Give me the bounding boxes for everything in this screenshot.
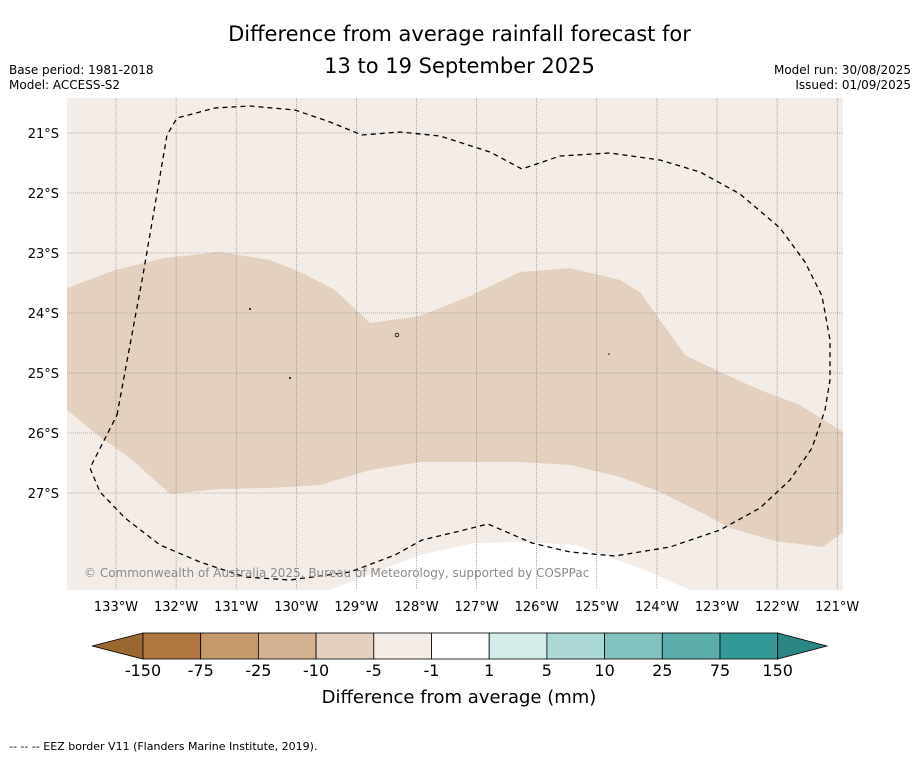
colorbar-swatch bbox=[373, 632, 432, 660]
colorbar bbox=[91, 632, 829, 660]
meta-left: Base period: 1981-2018 Model: ACCESS-S2 bbox=[9, 63, 154, 93]
grid-lines bbox=[67, 98, 843, 590]
longitude-label: 127°W bbox=[455, 600, 499, 615]
longitude-labels: 133°W 132°W 131°W 130°W 129°W 128°W 127°W 126°W… bbox=[94, 600, 860, 615]
copyright-text: © Commonwealth of Australia 2025, Bureau… bbox=[84, 566, 589, 580]
longitude-label: 131°W bbox=[214, 600, 258, 615]
colorbar-swatch bbox=[546, 632, 606, 660]
colorbar-swatch bbox=[315, 632, 375, 660]
longitude-label: 121°W bbox=[815, 600, 859, 615]
title-line-1: Difference from average rainfall forecas… bbox=[228, 22, 691, 46]
longitude-label: 123°W bbox=[695, 600, 739, 615]
island-marker bbox=[394, 332, 400, 338]
longitude-label: 124°W bbox=[635, 600, 679, 615]
model-run: Model run: 30/08/2025 bbox=[773, 63, 911, 77]
colorbar-swatch bbox=[661, 632, 721, 660]
longitude-label: 132°W bbox=[154, 600, 198, 615]
colorbar-swatch bbox=[604, 632, 663, 660]
colorbar-tick-label: -5 bbox=[366, 661, 382, 680]
latitude-label: 21°S bbox=[28, 127, 59, 142]
longitude-label: 126°W bbox=[515, 600, 559, 615]
drier-than-average-region bbox=[67, 252, 843, 547]
longitude-label: 130°W bbox=[274, 600, 318, 615]
title-line-2: 13 to 19 September 2025 bbox=[324, 54, 595, 78]
latitude-label: 27°S bbox=[28, 487, 59, 502]
longitude-label: 133°W bbox=[94, 600, 138, 615]
colorbar-label: Difference from average (mm) bbox=[322, 687, 597, 708]
model-name: Model: ACCESS-S2 bbox=[9, 78, 121, 92]
eez-footnote: -- -- -- EEZ border V11 (Flanders Marine… bbox=[9, 740, 318, 753]
colorbar-swatch bbox=[142, 632, 202, 660]
colorbar-tick-label: 150 bbox=[762, 661, 793, 680]
colorbar-swatch bbox=[257, 632, 317, 660]
colorbar-tick-label: -10 bbox=[303, 661, 329, 680]
longitude-label: 128°W bbox=[394, 600, 438, 615]
colorbar-swatch bbox=[200, 632, 259, 660]
colorbar-swatch bbox=[431, 632, 490, 660]
longitude-label: 125°W bbox=[575, 600, 619, 615]
longitude-label: 129°W bbox=[334, 600, 378, 615]
base-period: Base period: 1981-2018 bbox=[9, 63, 154, 77]
colorbar-swatch bbox=[719, 632, 779, 660]
colorbar-tick-label: 1 bbox=[484, 661, 494, 680]
colorbar-tick-label: -1 bbox=[424, 661, 440, 680]
colorbar-tick-label: -25 bbox=[245, 661, 271, 680]
colorbar-extend-high bbox=[777, 632, 829, 660]
latitude-label: 24°S bbox=[28, 307, 59, 322]
latitude-label: 23°S bbox=[28, 247, 59, 262]
island-marker bbox=[608, 353, 610, 355]
map-area: © Commonwealth of Australia 2025, Bureau… bbox=[67, 98, 843, 590]
latitude-label: 25°S bbox=[28, 367, 59, 382]
latitude-label: 22°S bbox=[28, 187, 59, 202]
colorbar-tick-label: 5 bbox=[542, 661, 552, 680]
colorbar-tick-labels: -150 -75 -25 -10 -5 -1 1 5 10 25 75 150 bbox=[125, 661, 793, 680]
eez-border bbox=[89, 105, 831, 581]
island-marker bbox=[289, 377, 291, 379]
colorbar-swatch bbox=[488, 632, 548, 660]
colorbar-tick-label: 10 bbox=[594, 661, 614, 680]
colorbar-tick-label: -75 bbox=[188, 661, 214, 680]
longitude-label: 122°W bbox=[755, 600, 799, 615]
colorbar-tick-label: 75 bbox=[710, 661, 730, 680]
latitude-label: 26°S bbox=[28, 427, 59, 442]
map-title: Difference from average rainfall forecas… bbox=[0, 18, 919, 82]
colorbar-tick-label: 25 bbox=[652, 661, 672, 680]
latitude-labels: 21°S 22°S 23°S 24°S 25°S 26°S 27°S bbox=[28, 127, 59, 502]
colorbar-tick-label: -150 bbox=[125, 661, 161, 680]
issued-date: Issued: 01/09/2025 bbox=[795, 78, 911, 92]
colorbar-extend-low bbox=[91, 632, 144, 660]
island-marker bbox=[249, 308, 251, 310]
meta-right: Model run: 30/08/2025 Issued: 01/09/2025 bbox=[774, 63, 911, 93]
near-average-region bbox=[330, 542, 690, 590]
